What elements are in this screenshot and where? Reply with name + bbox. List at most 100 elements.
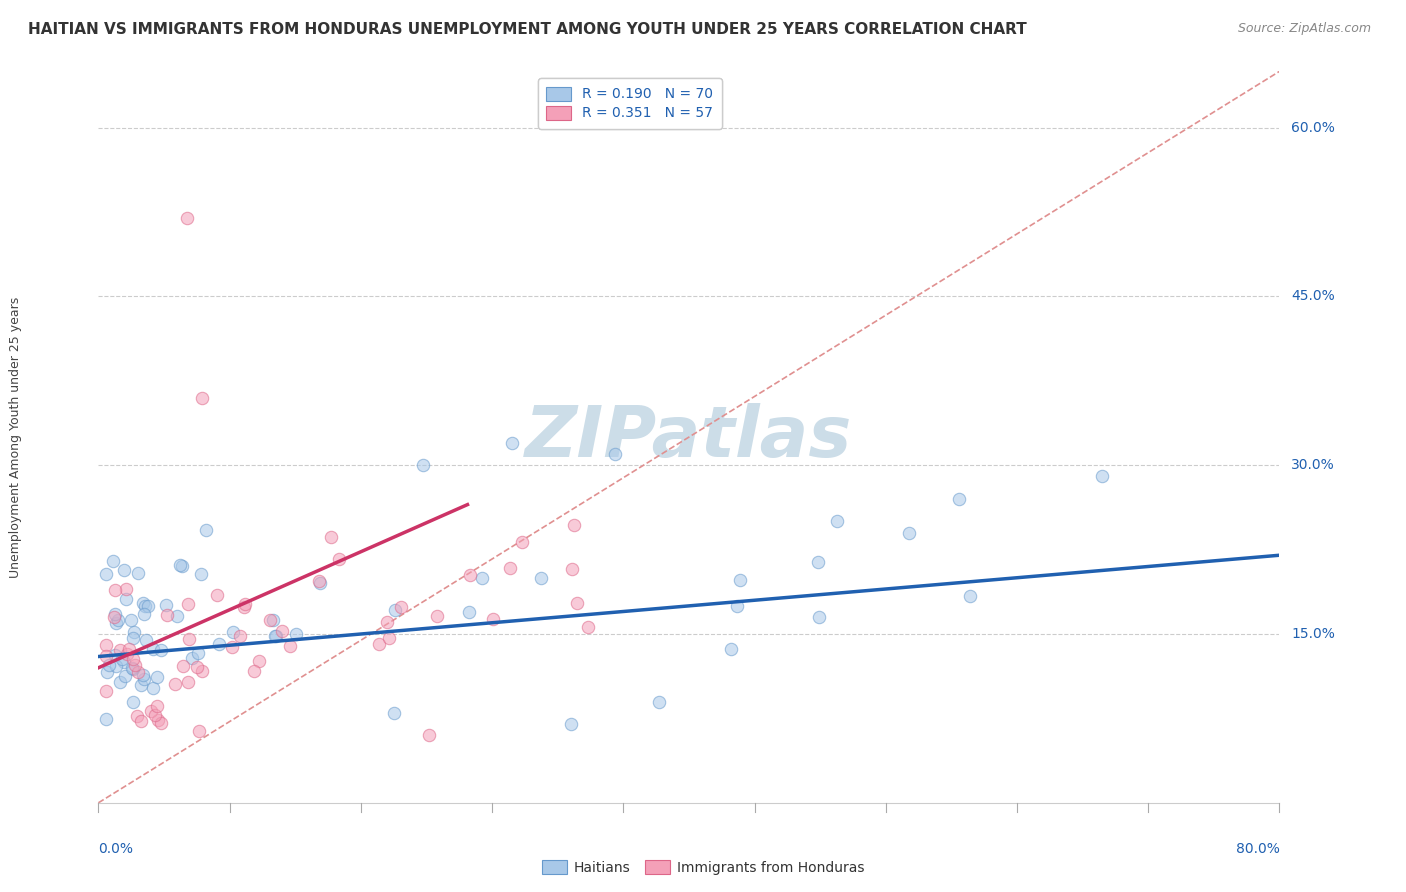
Point <box>132 596 155 610</box>
Point <box>725 599 748 614</box>
Point <box>103 609 125 624</box>
Point <box>150 643 173 657</box>
Point <box>384 603 406 617</box>
Point <box>149 716 172 731</box>
Point <box>104 607 127 621</box>
Point <box>412 458 434 473</box>
Point <box>108 643 131 657</box>
Point <box>156 607 179 622</box>
Point <box>457 605 479 619</box>
Point <box>195 523 218 537</box>
Point <box>104 648 127 662</box>
Point <box>418 728 440 742</box>
Point <box>389 600 412 615</box>
Point <box>127 665 149 680</box>
Point <box>129 678 152 692</box>
Point <box>233 597 256 611</box>
Point <box>94 648 117 663</box>
Point <box>94 567 117 582</box>
Point <box>146 670 169 684</box>
Point <box>101 554 124 568</box>
Point <box>179 632 201 646</box>
Point <box>807 555 830 569</box>
Point <box>728 573 751 587</box>
Point <box>243 665 266 679</box>
Point <box>561 562 583 576</box>
Point <box>96 665 118 679</box>
Point <box>124 657 146 672</box>
Point <box>207 637 229 651</box>
Text: 15.0%: 15.0% <box>1291 627 1336 641</box>
Point <box>264 629 287 643</box>
Point <box>233 600 256 615</box>
Point <box>501 435 523 450</box>
Point <box>132 607 155 622</box>
Point <box>122 662 145 676</box>
Point <box>499 560 522 574</box>
Point <box>181 651 204 665</box>
Point <box>155 599 177 613</box>
Point <box>139 704 162 718</box>
Point <box>107 613 129 627</box>
Point <box>120 614 142 628</box>
Point <box>108 675 131 690</box>
Point <box>129 714 152 728</box>
Text: 45.0%: 45.0% <box>1291 289 1336 303</box>
Point <box>127 566 149 580</box>
Point <box>190 566 212 581</box>
Point <box>190 664 212 678</box>
Point <box>510 535 533 549</box>
Point <box>115 647 138 661</box>
Point <box>121 660 143 674</box>
Point <box>94 638 117 652</box>
Point <box>948 491 970 506</box>
Text: Unemployment Among Youth under 25 years: Unemployment Among Youth under 25 years <box>10 296 22 578</box>
Point <box>247 654 270 668</box>
Point <box>132 668 155 682</box>
Point <box>328 551 350 566</box>
Point <box>264 629 287 643</box>
Point <box>959 589 981 603</box>
Point <box>378 631 401 645</box>
Point <box>136 599 159 613</box>
Point <box>191 391 214 405</box>
Point <box>1091 469 1114 483</box>
Point <box>166 609 188 624</box>
Point <box>221 640 243 654</box>
Point <box>565 596 588 610</box>
Point <box>112 563 135 577</box>
Point <box>169 558 191 572</box>
Point <box>177 597 200 611</box>
Point <box>186 660 208 674</box>
Text: HAITIAN VS IMMIGRANTS FROM HONDURAS UNEMPLOYMENT AMONG YOUTH UNDER 25 YEARS CORR: HAITIAN VS IMMIGRANTS FROM HONDURAS UNEM… <box>28 22 1026 37</box>
Point <box>94 712 117 726</box>
Point <box>187 723 209 738</box>
Point <box>825 515 848 529</box>
Point <box>720 642 742 657</box>
Point <box>308 576 330 591</box>
Point <box>105 616 128 631</box>
Point <box>146 699 169 714</box>
Point <box>560 717 582 731</box>
Point <box>143 708 166 723</box>
Point <box>207 588 229 602</box>
Point <box>458 567 481 582</box>
Point <box>172 659 194 673</box>
Point <box>114 655 136 669</box>
Point <box>127 709 149 723</box>
Point <box>377 615 399 629</box>
Point <box>122 625 145 640</box>
Point <box>142 642 165 657</box>
Point <box>98 658 121 673</box>
Point <box>808 609 831 624</box>
Legend: R = 0.190   N = 70, R = 0.351   N = 57: R = 0.190 N = 70, R = 0.351 N = 57 <box>538 78 721 128</box>
Point <box>94 683 117 698</box>
Point <box>530 571 553 585</box>
Text: 30.0%: 30.0% <box>1291 458 1336 472</box>
Point <box>187 646 209 660</box>
Point <box>172 559 194 574</box>
Point <box>308 574 330 588</box>
Point <box>114 669 136 683</box>
Point <box>648 694 671 708</box>
Point <box>259 613 281 627</box>
